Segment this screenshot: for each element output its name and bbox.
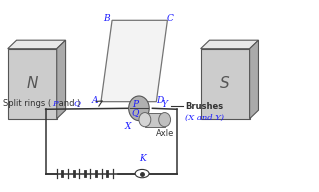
- Polygon shape: [8, 49, 57, 119]
- Text: C: C: [167, 14, 174, 22]
- Text: Axle: Axle: [156, 129, 175, 138]
- Text: N: N: [26, 76, 38, 91]
- Text: S: S: [220, 76, 230, 91]
- Text: A: A: [92, 96, 98, 105]
- Text: and: and: [56, 99, 77, 108]
- Text: P: P: [132, 100, 138, 109]
- Polygon shape: [8, 40, 66, 49]
- Text: (X and Y): (X and Y): [185, 114, 224, 122]
- Text: Brushes: Brushes: [185, 102, 223, 111]
- Text: Split rings (: Split rings (: [3, 99, 51, 108]
- Polygon shape: [101, 20, 167, 102]
- Polygon shape: [201, 49, 250, 119]
- Text: D: D: [157, 96, 164, 105]
- Text: Q: Q: [131, 108, 138, 117]
- Polygon shape: [201, 40, 258, 49]
- Circle shape: [135, 169, 149, 178]
- Ellipse shape: [159, 113, 171, 127]
- Polygon shape: [57, 40, 66, 119]
- Text: Q: Q: [73, 100, 80, 108]
- Text: K: K: [139, 154, 145, 163]
- FancyBboxPatch shape: [145, 113, 165, 127]
- Polygon shape: [250, 40, 258, 119]
- Ellipse shape: [139, 113, 151, 127]
- Text: Y: Y: [161, 100, 167, 109]
- Text: B: B: [103, 14, 110, 22]
- Ellipse shape: [129, 96, 149, 121]
- Text: X: X: [125, 122, 131, 131]
- Text: ): ): [77, 99, 80, 108]
- Text: P: P: [52, 100, 58, 108]
